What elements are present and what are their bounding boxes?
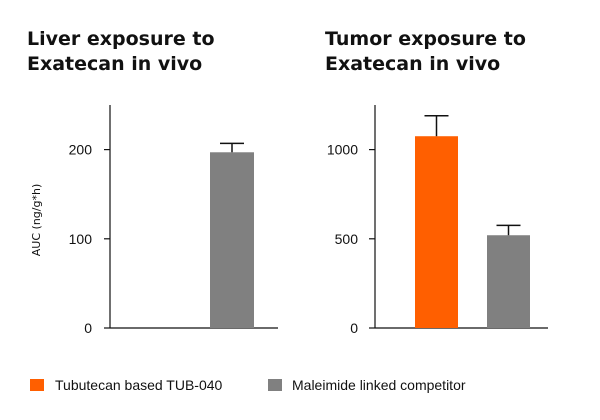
tumor-bar-tub040 — [415, 136, 458, 328]
tumor-bar-competitor — [487, 235, 530, 328]
tumor-tick-label: 500 — [335, 231, 359, 247]
legend: Tubutecan based TUB-040 Maleimide linked… — [30, 377, 466, 393]
liver-chart-panel: 0 100 200 — [69, 105, 278, 336]
legend-label-competitor: Maleimide linked competitor — [292, 377, 466, 393]
legend-swatch-competitor — [268, 379, 282, 391]
tumor-title-line1: Tumor exposure to — [325, 28, 526, 50]
liver-tick-label: 200 — [69, 142, 93, 158]
legend-label-tub040: Tubutecan based TUB-040 — [55, 377, 223, 393]
tumor-chart-panel: 0 500 1000 — [327, 105, 548, 336]
tumor-tick-label: 0 — [350, 320, 358, 336]
legend-swatch-tub040 — [30, 379, 44, 391]
liver-y-axis-label: AUC (ng/g*h) — [30, 184, 43, 256]
liver-tick-label: 100 — [69, 231, 93, 247]
liver-title-line1: Liver exposure to — [27, 28, 215, 50]
liver-bar-competitor — [210, 152, 254, 328]
tumor-tick-label: 1000 — [327, 142, 358, 158]
liver-tick-label: 0 — [84, 320, 92, 336]
liver-title-line2: Exatecan in vivo — [27, 53, 202, 75]
tumor-title-line2: Exatecan in vivo — [325, 53, 500, 75]
